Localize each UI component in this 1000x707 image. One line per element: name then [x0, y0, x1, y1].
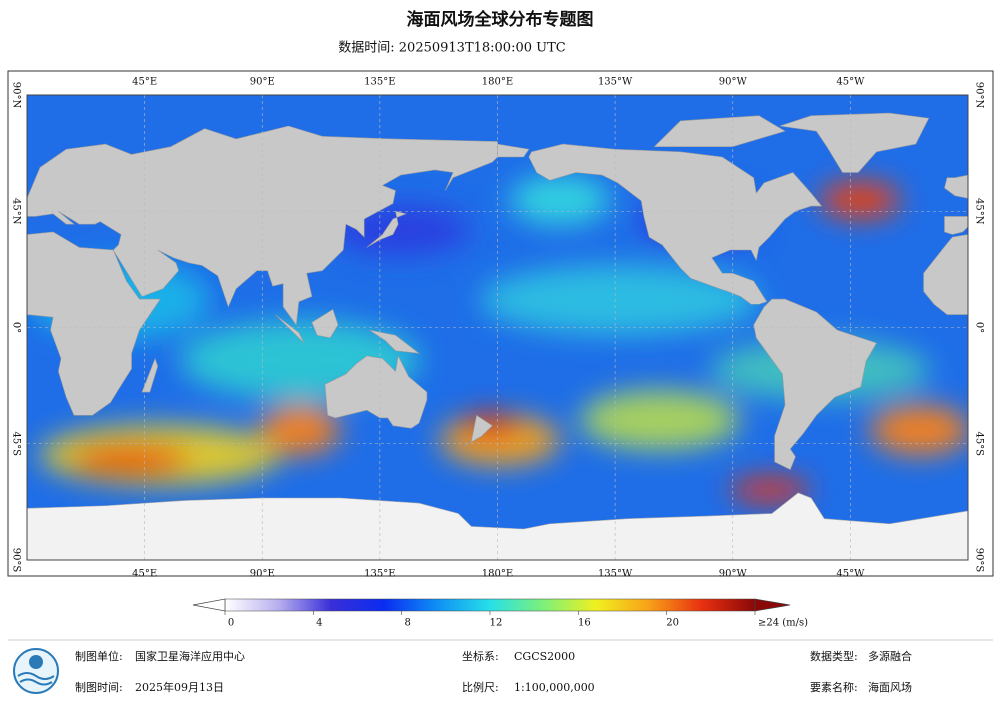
colorbar-tick-label: 12	[490, 618, 503, 629]
outer-frame	[7, 70, 994, 577]
footer-label: 坐标系:	[462, 649, 499, 663]
lon-label-top: 45°E	[132, 77, 157, 88]
footer-label: 数据类型:	[810, 649, 858, 663]
colorbar-scale	[224, 598, 756, 612]
landmass	[311, 308, 339, 339]
lat-label-left: 0°	[11, 322, 22, 333]
colorbar-tick-label: 0	[228, 618, 234, 629]
graticule	[27, 95, 968, 560]
lat-label-right: 0°	[974, 322, 985, 333]
lon-label-top: 135°W	[598, 77, 633, 88]
lon-label-top: 180°E	[482, 77, 513, 88]
colorbar-tick-label: 20	[666, 618, 679, 629]
lon-label-top: 45°W	[836, 77, 865, 88]
lon-label-bottom: 45°E	[132, 569, 157, 580]
lon-label-bottom: 135°E	[364, 569, 395, 580]
lon-label-bottom: 180°E	[482, 569, 513, 580]
lon-label-bottom: 90°W	[719, 569, 748, 580]
logo	[13, 648, 59, 694]
lat-label-left: 45°N	[11, 198, 22, 225]
landmass	[463, 414, 493, 447]
footer-label: 比例尺:	[462, 680, 499, 694]
lat-label-right: 45°N	[974, 198, 985, 225]
colorbar: 0 4 8 12 16 20 ≥24 (m/s)	[192, 598, 808, 629]
lat-label-right: 45°S	[974, 431, 985, 456]
landmass	[923, 234, 968, 315]
landmass	[369, 329, 421, 354]
lon-label-top: 90°E	[250, 77, 275, 88]
title: 海面风场全球分布专题图	[407, 9, 594, 30]
lon-label-top: 90°W	[719, 77, 748, 88]
colorbar-tick-label: 16	[578, 618, 591, 629]
colorbar-arrow-high	[754, 598, 791, 612]
lat-label-left: 90°N	[11, 82, 22, 109]
landmass	[779, 112, 930, 173]
footer-value: 多源融合	[868, 649, 912, 663]
map-frame	[26, 94, 969, 561]
lat-label-right: 90°S	[974, 548, 985, 573]
footer-label: 制图时间:	[75, 681, 123, 694]
footer-value: 国家卫星海洋应用中心	[135, 649, 245, 663]
footer-label: 制图单位:	[75, 649, 123, 663]
landmass	[324, 354, 428, 429]
lon-label-bottom: 45°W	[836, 569, 865, 580]
footer-label: 要素名称:	[810, 680, 858, 694]
lon-label-top: 135°E	[364, 77, 395, 88]
colorbar-tick-label: ≥24 (m/s)	[758, 618, 808, 629]
landmass	[753, 298, 877, 470]
landmass	[27, 231, 161, 416]
lat-label-left: 45°S	[11, 431, 22, 456]
lon-label-bottom: 90°E	[250, 569, 275, 580]
subtitle: 数据时间: 20250913T18:00:00 UTC	[338, 41, 565, 56]
footer-value: 1:100,000,000	[514, 681, 595, 694]
lat-label-left: 90°S	[11, 548, 22, 573]
colorbar-arrow-low	[192, 598, 226, 612]
landmass	[944, 216, 968, 235]
landmass	[528, 143, 823, 305]
map	[27, 95, 968, 560]
footer-value: CGCS2000	[514, 650, 575, 663]
footer-value: 2025年09月13日	[135, 680, 224, 694]
colorbar-tick-label: 4	[316, 618, 322, 629]
footer-value: 海面风场	[868, 680, 912, 694]
landmass	[275, 314, 305, 344]
landmass	[944, 174, 968, 199]
lat-label-right: 90°N	[974, 82, 985, 109]
landmass	[141, 357, 159, 393]
landmass	[497, 143, 530, 158]
graticule-labels: 45°E 45°E 90°E 90°E 135°E 135°E 180°E 180°E 135°…	[11, 77, 985, 580]
lon-label-bottom: 135°W	[598, 569, 633, 580]
landmass	[653, 115, 786, 147]
colorbar-tick-label: 8	[404, 618, 410, 629]
